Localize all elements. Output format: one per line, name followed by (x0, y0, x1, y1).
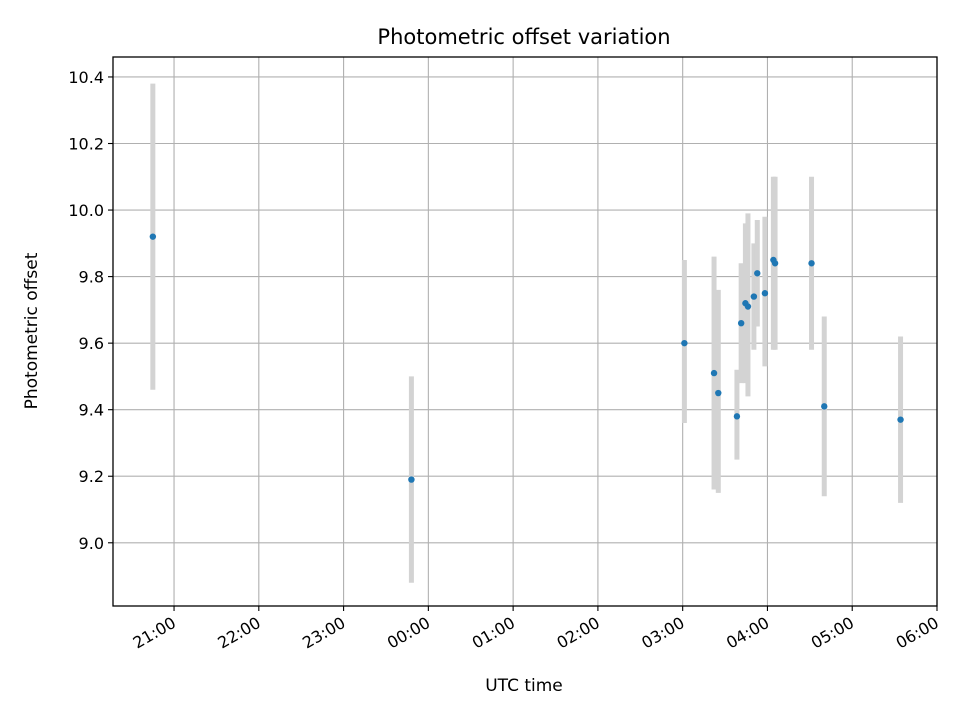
data-point (750, 293, 758, 300)
x-tick-label: 01:00 (469, 613, 518, 653)
plot-frame (112, 56, 938, 607)
x-tick-label: 21:00 (130, 613, 179, 653)
y-tick-label: 9.6 (79, 334, 104, 353)
errorbars (150, 83, 904, 583)
data-point (715, 389, 722, 397)
data-point (754, 270, 761, 277)
x-tick-label: 04:00 (723, 613, 772, 653)
data-point (744, 303, 752, 310)
y-tick-label: 9.0 (79, 534, 104, 553)
data-point (821, 403, 828, 410)
y-tick-label: 9.2 (79, 467, 104, 486)
data-point (408, 476, 415, 483)
y-tick-label: 9.8 (79, 268, 104, 287)
data-point (808, 260, 815, 267)
x-tick-label: 02:00 (553, 613, 602, 653)
y-axis-label: Photometric offset (22, 252, 42, 409)
data-point (897, 416, 904, 423)
data-point (710, 369, 718, 377)
x-axis-ticks: 21:00 22:00 23:00 00:00 01:00 02:00 03:00 04:00… (130, 606, 942, 653)
chart-title: Photometric offset variation (377, 25, 670, 49)
x-tick-label: 23:00 (299, 613, 348, 653)
y-tick-label: 10.0 (68, 201, 104, 220)
y-tick-label: 10.2 (68, 135, 104, 154)
data-point (737, 319, 745, 327)
y-axis-ticks: 9.0 9.2 9.4 9.6 9.8 10.0 10.2 10.4 (68, 68, 113, 553)
data-point (733, 413, 741, 420)
x-tick-label: 06:00 (893, 613, 942, 653)
x-axis-label: UTC time (485, 676, 563, 696)
data-point (761, 290, 769, 297)
x-tick-label: 22:00 (214, 613, 263, 653)
x-tick-label: 00:00 (384, 613, 433, 653)
data-point (771, 260, 779, 267)
x-tick-label: 03:00 (638, 613, 687, 653)
y-tick-label: 9.4 (79, 401, 104, 420)
x-tick-label: 05:00 (808, 613, 857, 653)
data-points (149, 233, 904, 483)
y-tick-label: 10.4 (68, 68, 104, 87)
grid (113, 57, 938, 606)
data-point (681, 339, 688, 347)
data-point (149, 233, 157, 240)
